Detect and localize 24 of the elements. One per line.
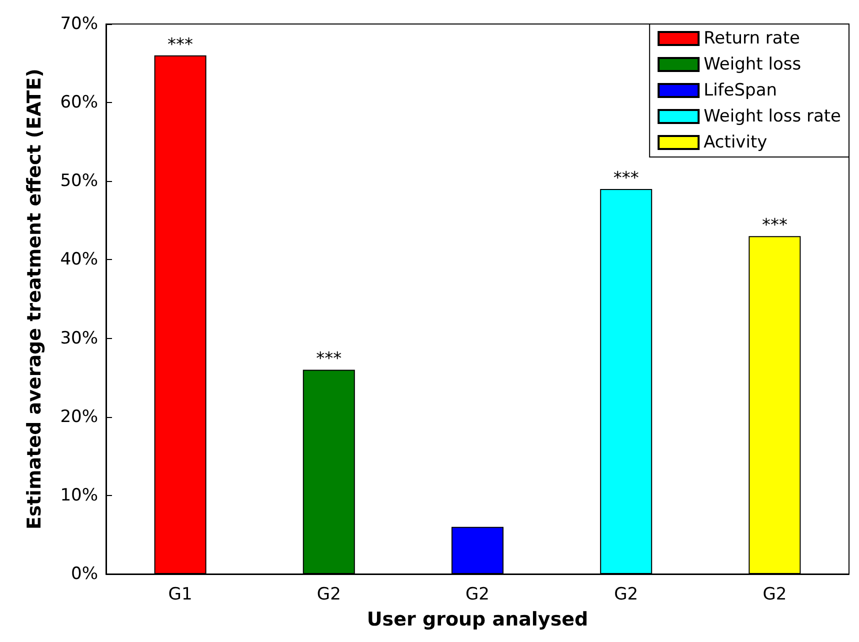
data-label: *** [168,34,194,55]
data-label: *** [613,168,639,188]
x-tick-label: G2 [316,584,341,604]
y-tick-label: 10% [60,485,98,506]
legend-label: Weight loss rate [704,106,842,126]
y-tick-label: 40% [60,250,98,270]
legend-label: Weight loss [704,54,802,74]
legend-label: LifeSpan [704,80,778,100]
x-tick-label: G1 [168,584,192,604]
x-axis-title: User group analysed [366,608,588,630]
legend-label: Activity [704,132,768,152]
x-tick-label: G2 [614,584,638,604]
y-axis-title: Estimated average treatment effect (EATE) [24,68,46,530]
y-tick-label: 30% [60,328,98,348]
y-tick-label: 50% [60,171,98,192]
x-tick-label: G2 [762,584,787,604]
x-tick-label: G2 [466,584,490,604]
y-tick-label: 20% [60,406,98,427]
legend-label: Return rate [704,28,800,48]
y-tick-label: 70% [60,14,98,34]
y-tick-label: 0% [71,564,98,584]
data-label: *** [762,216,788,236]
y-tick-label: 60% [60,92,98,113]
data-label: *** [316,349,342,370]
